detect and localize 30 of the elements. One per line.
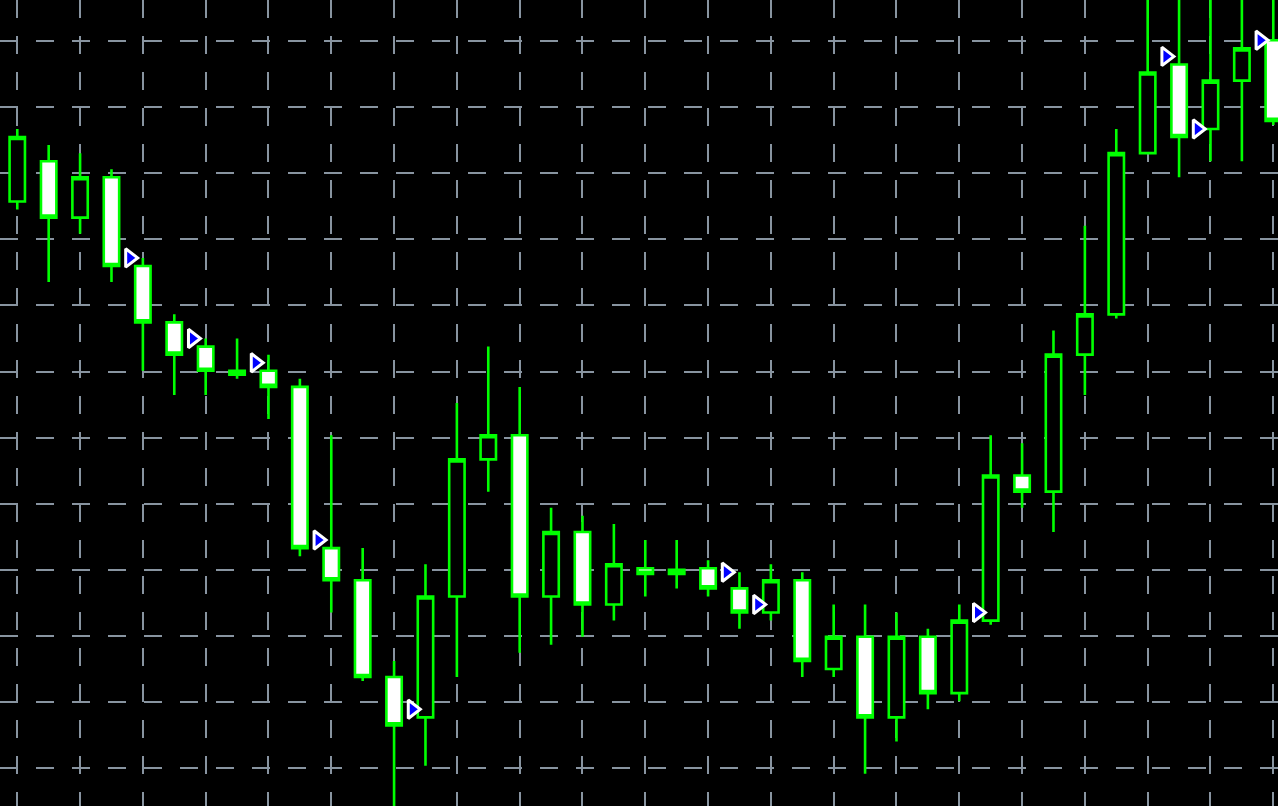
candlestick bbox=[39, 143, 58, 284]
point bbox=[720, 561, 736, 583]
candlestick bbox=[918, 627, 937, 711]
candlestick bbox=[1013, 442, 1032, 510]
point bbox=[312, 529, 328, 551]
candlestick bbox=[856, 603, 875, 776]
candlestick bbox=[887, 611, 906, 743]
candlestick bbox=[71, 151, 90, 236]
candlestick bbox=[573, 514, 592, 639]
candlestick bbox=[1044, 329, 1063, 534]
point bbox=[124, 247, 140, 269]
candlestick bbox=[824, 603, 843, 679]
candlestick bbox=[385, 659, 404, 806]
candlestick bbox=[667, 538, 686, 590]
candlestick bbox=[950, 603, 969, 703]
candlestick bbox=[165, 313, 184, 397]
candlestick bbox=[1107, 127, 1126, 320]
candlestick bbox=[353, 546, 372, 683]
candlestick bbox=[8, 127, 27, 211]
candlestick bbox=[102, 167, 121, 284]
point bbox=[1191, 118, 1207, 140]
candlestick bbox=[793, 570, 812, 679]
candlestick bbox=[542, 506, 561, 647]
candlestick bbox=[604, 522, 623, 622]
candlestick bbox=[699, 558, 718, 598]
candlestick bbox=[1075, 224, 1094, 397]
candlestick bbox=[228, 337, 247, 381]
candlestick bbox=[636, 538, 655, 598]
candlestick bbox=[479, 345, 498, 493]
candlestick bbox=[290, 377, 309, 558]
